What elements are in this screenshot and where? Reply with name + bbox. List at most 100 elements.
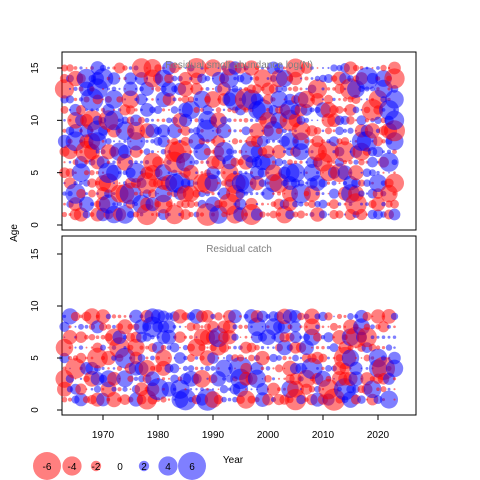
- residual-bubble: [174, 352, 186, 364]
- x-tick-label: 1970: [92, 430, 115, 441]
- residual-bubble: [332, 129, 336, 133]
- legend-bubble: [158, 456, 178, 476]
- y-tick-label: 0: [30, 407, 41, 413]
- legend-label: 6: [189, 462, 195, 473]
- residual-bubble: [266, 382, 281, 396]
- y-axis-label: Age: [9, 224, 20, 242]
- residual-bubble: [249, 175, 265, 191]
- residual-bubble: [116, 96, 123, 103]
- residual-bubble: [325, 365, 332, 372]
- residual-bubble: [162, 320, 176, 334]
- residual-bubble: [337, 325, 342, 329]
- residual-bubble: [227, 129, 232, 133]
- residual-bubble: [393, 325, 396, 329]
- residual-bubble: [393, 108, 396, 112]
- residual-bubble: [162, 93, 176, 106]
- residual-bubble: [200, 87, 204, 91]
- residual-bubble: [188, 128, 194, 134]
- residual-bubble: [289, 309, 302, 323]
- residual-bubble: [59, 73, 70, 84]
- residual-bubble: [373, 395, 383, 405]
- residual-bubble: [357, 179, 366, 187]
- residual-bubble: [134, 87, 138, 91]
- residual-bubble: [314, 75, 321, 82]
- residual-bubble: [211, 191, 215, 196]
- residual-bubble: [60, 64, 69, 72]
- residual-bubble: [328, 188, 340, 199]
- residual-bubble: [180, 136, 191, 146]
- residual-bubble: [360, 98, 363, 101]
- residual-bubble: [192, 189, 201, 198]
- residual-bubble: [113, 108, 115, 111]
- residual-bubble: [144, 117, 150, 123]
- residual-bubble: [135, 93, 148, 106]
- residual-bubble: [352, 106, 360, 114]
- residual-bubble: [150, 365, 155, 371]
- residual-bubble: [386, 149, 392, 154]
- residual-bubble: [123, 139, 127, 143]
- residual-bubble: [261, 202, 264, 206]
- residual-bubble: [140, 140, 143, 143]
- residual-bubble: [269, 210, 278, 219]
- residual-bubble: [326, 345, 331, 350]
- residual-bubble: [189, 119, 193, 122]
- residual-bubble: [182, 185, 200, 202]
- residual-bubble: [194, 118, 199, 123]
- residual-bubble: [255, 192, 259, 196]
- residual-bubble: [369, 174, 387, 193]
- residual-bubble: [299, 87, 303, 91]
- residual-bubble: [297, 179, 305, 187]
- residual-bubble: [323, 73, 334, 84]
- legend-label: -2: [92, 462, 101, 473]
- residual-bubble: [315, 345, 320, 350]
- residual-bubble: [238, 139, 243, 144]
- residual-bubble: [186, 57, 207, 79]
- residual-bubble: [70, 311, 81, 322]
- residual-bubble: [381, 309, 397, 324]
- residual-bubble: [67, 397, 73, 402]
- residual-bubble: [365, 192, 369, 195]
- residual-bubble: [173, 202, 176, 206]
- residual-bubble: [304, 308, 320, 325]
- residual-bubble: [126, 210, 135, 219]
- residual-bubble: [370, 309, 386, 324]
- residual-bubble: [118, 87, 121, 91]
- residual-bubble: [128, 159, 133, 165]
- residual-bubble: [297, 312, 305, 321]
- residual-bubble: [297, 210, 305, 219]
- residual-bubble: [352, 64, 360, 72]
- residual-bubble: [187, 354, 195, 362]
- residual-bubble: [107, 367, 110, 370]
- residual-bubble: [318, 199, 328, 209]
- residual-bubble: [365, 366, 369, 370]
- residual-bubble: [160, 344, 167, 351]
- residual-bubble: [393, 346, 396, 349]
- residual-bubble: [95, 335, 100, 340]
- residual-bubble: [254, 65, 260, 71]
- residual-bubble: [62, 329, 78, 345]
- residual-bubble: [233, 149, 237, 154]
- residual-bubble: [189, 388, 193, 391]
- residual-bubble: [236, 390, 256, 409]
- residual-bubble: [121, 90, 140, 109]
- residual-bubble: [197, 73, 207, 84]
- residual-bubble: [255, 350, 270, 366]
- residual-bubble: [292, 354, 299, 362]
- residual-bubble: [260, 366, 265, 371]
- residual-bubble: [179, 346, 181, 349]
- residual-bubble: [317, 141, 340, 163]
- residual-bubble: [292, 86, 299, 92]
- residual-bubble: [179, 367, 181, 370]
- residual-bubble: [321, 366, 325, 371]
- residual-bubble: [102, 98, 104, 101]
- x-tick-label: 2000: [257, 430, 280, 441]
- residual-bubble: [84, 324, 89, 329]
- residual-bubble: [360, 367, 363, 370]
- residual-bubble: [271, 377, 276, 381]
- residual-bubble: [363, 380, 382, 399]
- residual-bubble: [85, 67, 88, 69]
- residual-bubble: [100, 344, 106, 351]
- residual-bubble: [225, 354, 234, 362]
- residual-bubble: [328, 136, 340, 147]
- residual-bubble: [127, 375, 134, 382]
